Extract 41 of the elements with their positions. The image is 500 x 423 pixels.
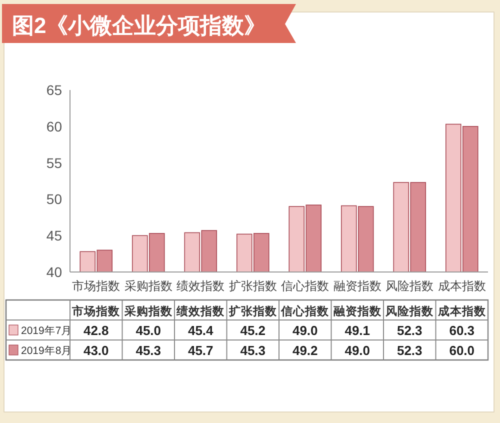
y-tick-label: 50 xyxy=(46,191,62,208)
legend-label: 2019年8月 xyxy=(21,345,72,357)
x-tick-label: 成本指数 xyxy=(438,279,486,293)
y-tick-label: 65 xyxy=(46,82,62,98)
data-label: 52.3 xyxy=(396,323,422,338)
y-tick-label: 55 xyxy=(46,154,62,171)
data-label: 43.0 xyxy=(83,343,109,358)
chart-title: 图2《小微企业分项指数》 xyxy=(12,13,266,38)
x-tick-label: 市场指数 xyxy=(72,279,120,293)
data-label: 45.3 xyxy=(240,343,266,358)
data-label: 49.0 xyxy=(344,343,370,358)
data-label: 42.8 xyxy=(83,323,109,338)
x-tick-label: 信心指数 xyxy=(281,279,330,293)
category-label: 采购指数 xyxy=(124,306,172,318)
y-tick-label: 60 xyxy=(46,118,62,134)
data-label: 60.3 xyxy=(449,323,475,338)
data-label: 45.2 xyxy=(240,323,266,338)
x-tick-label: 采购指数 xyxy=(124,279,172,293)
category-label: 成本指数 xyxy=(438,306,486,318)
category-label: 市场指数 xyxy=(72,306,120,318)
x-tick-label: 扩张指数 xyxy=(228,279,277,293)
x-tick-label: 融资指数 xyxy=(333,279,382,293)
y-tick-label: 45 xyxy=(46,228,62,244)
data-label: 49.0 xyxy=(292,323,318,338)
category-label: 风险指数 xyxy=(386,306,434,318)
category-label: 信心指数 xyxy=(281,306,330,318)
x-tick-label: 风险指数 xyxy=(386,279,434,293)
legend-label: 2019年7月 xyxy=(21,325,72,337)
category-label: 扩张指数 xyxy=(228,306,277,318)
y-tick-label: 40 xyxy=(46,264,62,280)
data-label: 52.3 xyxy=(396,343,422,358)
data-label: 60.0 xyxy=(449,343,475,358)
data-label: 45.7 xyxy=(188,343,214,358)
data-label: 45.3 xyxy=(136,343,162,358)
data-label: 45.4 xyxy=(188,323,214,338)
category-label: 绩效指数 xyxy=(176,306,225,318)
data-label: 49.1 xyxy=(344,323,370,338)
x-tick-label: 绩效指数 xyxy=(176,279,225,293)
data-label: 49.2 xyxy=(292,343,318,358)
category-label: 融资指数 xyxy=(333,306,382,318)
data-label: 45.0 xyxy=(136,323,162,338)
